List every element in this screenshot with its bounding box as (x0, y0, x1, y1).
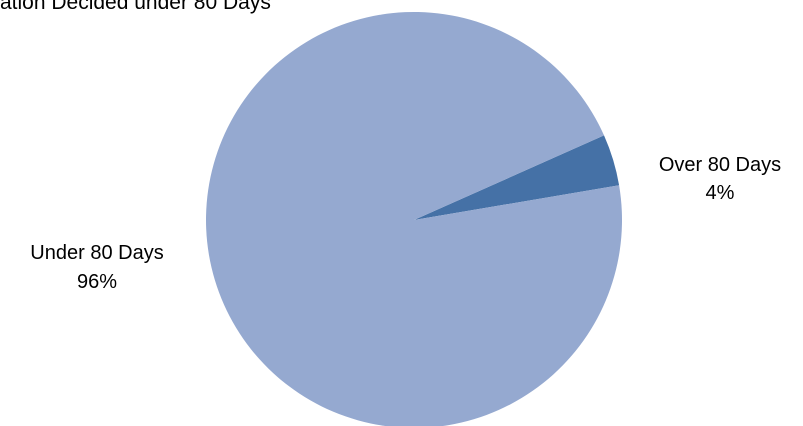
slice-label-percent: 4% (706, 182, 735, 204)
slice-label-name: Over 80 Days (659, 154, 781, 176)
pie-slice-under-80-days (206, 12, 623, 426)
slice-label-name: Under 80 Days (30, 242, 163, 264)
slice-label-percent: 96% (77, 271, 117, 293)
pie-labels: Over 80 Days 4% Under 80 Days 96% (30, 154, 781, 293)
pie-slices (206, 12, 623, 426)
chart-title: ation Decided under 80 Days (0, 0, 271, 14)
pie-slice-over-80-days (414, 135, 620, 220)
